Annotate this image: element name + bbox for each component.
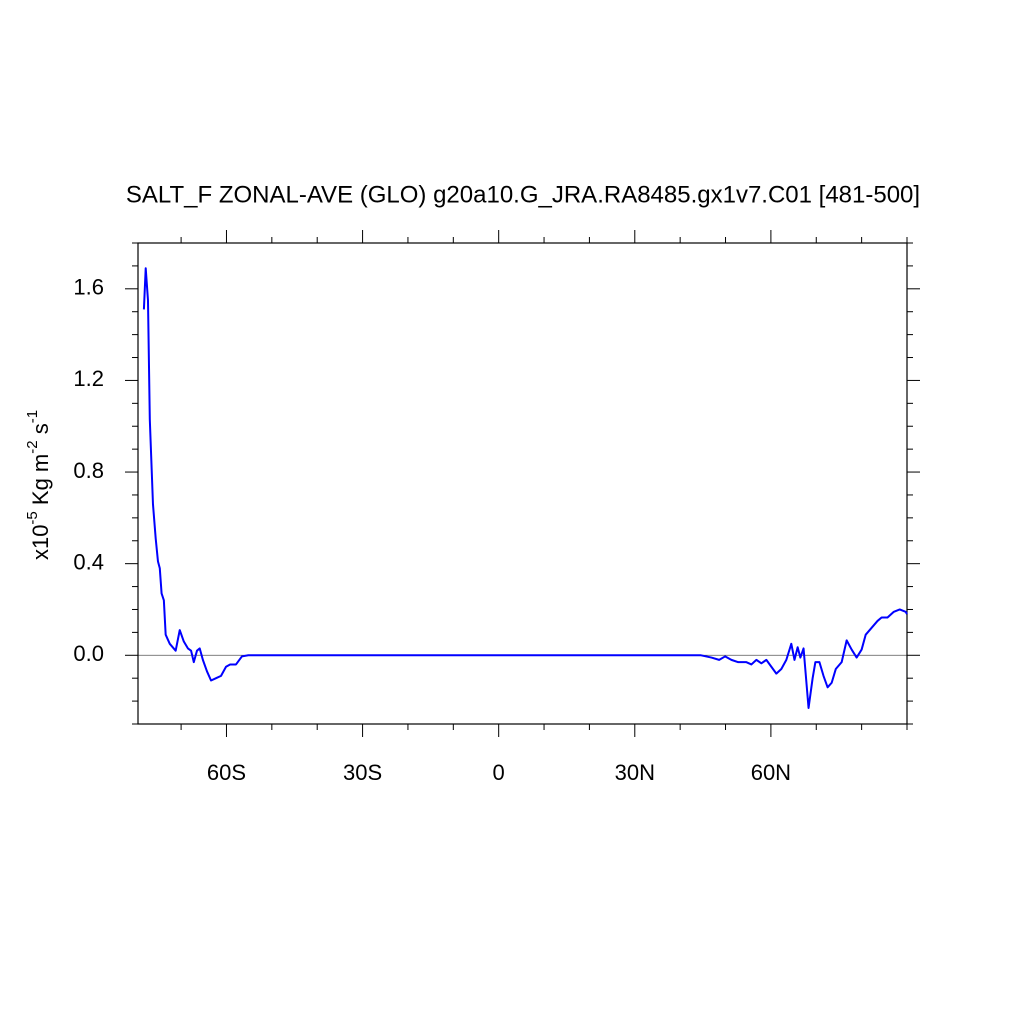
y-label-part: Kg m (28, 454, 53, 511)
y-label-part: s (28, 423, 53, 440)
x-tick-label: 30S (343, 760, 382, 785)
y-label-part: x10 (28, 525, 53, 560)
x-tick-label: 60S (207, 760, 246, 785)
data-line (142, 267, 908, 709)
plot-frame (137, 242, 908, 725)
y-label-sup: -1 (24, 410, 41, 423)
y-tick-label: 1.6 (73, 275, 104, 300)
chart-title: SALT_F ZONAL-AVE (GLO) g20a10.G_JRA.RA84… (126, 181, 920, 208)
y-axis-label: x10-5 Kg m-2 s-1 (24, 410, 53, 560)
y-label-sup: -2 (24, 440, 41, 453)
y-tick-label: 0.4 (73, 549, 104, 574)
y-tick-label: 0.0 (73, 641, 104, 666)
x-tick-label: 30N (615, 760, 655, 785)
y-label-sup: -5 (24, 511, 41, 524)
y-tick-label: 0.8 (73, 458, 104, 483)
x-tick-label: 60N (751, 760, 791, 785)
y-tick-label: 1.2 (73, 366, 104, 391)
x-tick-label: 0 (493, 760, 505, 785)
